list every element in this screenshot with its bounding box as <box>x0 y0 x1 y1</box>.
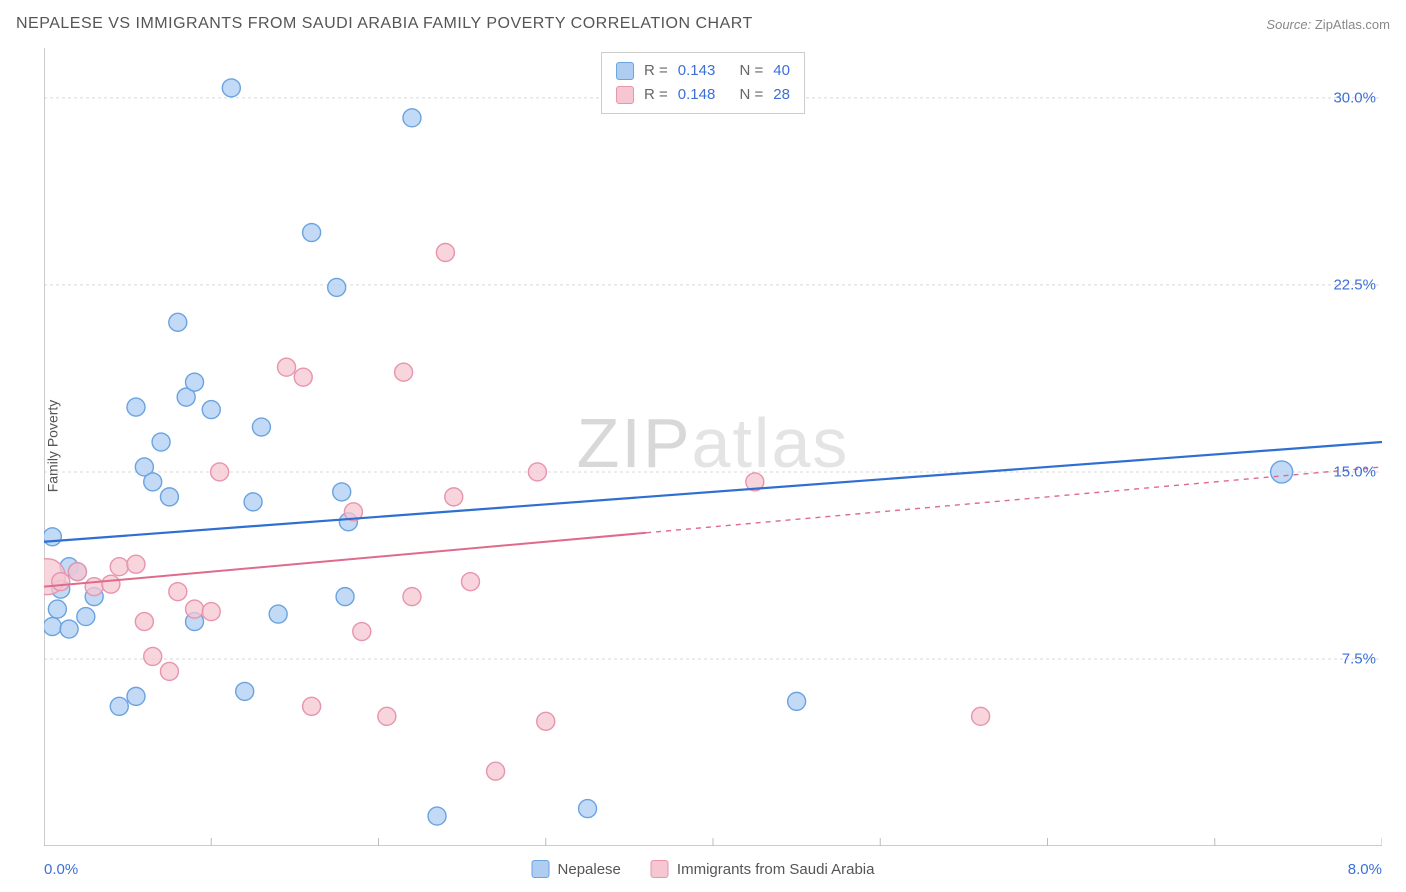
scatter-point <box>144 647 162 665</box>
scatter-point <box>202 401 220 419</box>
legend-item: Immigrants from Saudi Arabia <box>651 860 875 878</box>
scatter-point <box>328 278 346 296</box>
scatter-point <box>428 807 446 825</box>
y-tick-label: 22.5% <box>1333 276 1376 293</box>
scatter-point <box>44 528 61 546</box>
scatter-point <box>353 623 371 641</box>
scatter-point <box>144 473 162 491</box>
scatter-point <box>160 662 178 680</box>
scatter-point <box>403 109 421 127</box>
scatter-point <box>579 800 597 818</box>
scatter-point <box>788 692 806 710</box>
legend-stats: R = 0.143 N = 40 R = 0.148 N = 28 <box>601 52 805 114</box>
scatter-point <box>333 483 351 501</box>
n-label: N = <box>740 59 764 83</box>
scatter-point <box>972 707 990 725</box>
scatter-point <box>336 588 354 606</box>
scatter-point <box>294 368 312 386</box>
scatter-point <box>77 608 95 626</box>
scatter-point <box>461 573 479 591</box>
scatter-point <box>52 573 70 591</box>
legend-label: Immigrants from Saudi Arabia <box>677 861 875 878</box>
scatter-point <box>528 463 546 481</box>
scatter-point <box>403 588 421 606</box>
scatter-point <box>252 418 270 436</box>
scatter-point <box>135 613 153 631</box>
r-label: R = <box>644 59 668 83</box>
legend-stats-row: R = 0.143 N = 40 <box>616 59 790 83</box>
legend-series: Nepalese Immigrants from Saudi Arabia <box>532 860 875 878</box>
legend-item: Nepalese <box>532 860 621 878</box>
scatter-point <box>1271 461 1293 483</box>
scatter-point <box>378 707 396 725</box>
scatter-point <box>110 697 128 715</box>
scatter-point <box>160 488 178 506</box>
chart-header: NEPALESE VS IMMIGRANTS FROM SAUDI ARABIA… <box>0 0 1406 48</box>
scatter-point <box>127 687 145 705</box>
scatter-point <box>102 575 120 593</box>
scatter-point <box>85 578 103 596</box>
source-prefix: Source: <box>1266 17 1311 32</box>
scatter-point <box>152 433 170 451</box>
chart-source: Source: ZipAtlas.com <box>1266 17 1390 32</box>
scatter-point <box>202 603 220 621</box>
scatter-point <box>44 618 61 636</box>
scatter-point <box>303 697 321 715</box>
scatter-point <box>269 605 287 623</box>
scatter-point <box>395 363 413 381</box>
swatch-icon <box>651 860 669 878</box>
scatter-point <box>48 600 66 618</box>
scatter-point <box>186 600 204 618</box>
scatter-point <box>487 762 505 780</box>
r-value: 0.143 <box>678 59 716 83</box>
x-axis-max: 8.0% <box>1348 861 1382 878</box>
scatter-point <box>537 712 555 730</box>
scatter-point <box>169 583 187 601</box>
scatter-point <box>186 373 204 391</box>
scatter-point <box>68 563 86 581</box>
scatter-point <box>110 558 128 576</box>
y-tick-label: 30.0% <box>1333 89 1376 106</box>
scatter-point <box>436 243 454 261</box>
trend-line <box>44 442 1382 542</box>
scatter-point <box>303 224 321 242</box>
swatch-icon <box>616 62 634 80</box>
scatter-point <box>445 488 463 506</box>
scatter-chart <box>44 48 1382 846</box>
scatter-point <box>211 463 229 481</box>
scatter-point <box>278 358 296 376</box>
scatter-point <box>60 620 78 638</box>
x-axis-min: 0.0% <box>44 861 78 878</box>
scatter-point <box>127 555 145 573</box>
scatter-point <box>244 493 262 511</box>
legend-stats-row: R = 0.148 N = 28 <box>616 83 790 107</box>
n-value: 28 <box>773 83 790 107</box>
legend-label: Nepalese <box>558 861 621 878</box>
chart-title: NEPALESE VS IMMIGRANTS FROM SAUDI ARABIA… <box>16 15 753 33</box>
r-value: 0.148 <box>678 83 716 107</box>
r-label: R = <box>644 83 668 107</box>
y-tick-label: 15.0% <box>1333 463 1376 480</box>
scatter-point <box>222 79 240 97</box>
plot-area: ZIPatlas <box>44 48 1382 846</box>
n-value: 40 <box>773 59 790 83</box>
swatch-icon <box>616 86 634 104</box>
n-label: N = <box>740 83 764 107</box>
scatter-point <box>169 313 187 331</box>
scatter-point <box>236 682 254 700</box>
swatch-icon <box>532 860 550 878</box>
source-name: ZipAtlas.com <box>1315 17 1390 32</box>
scatter-point <box>127 398 145 416</box>
y-tick-label: 7.5% <box>1342 650 1376 667</box>
